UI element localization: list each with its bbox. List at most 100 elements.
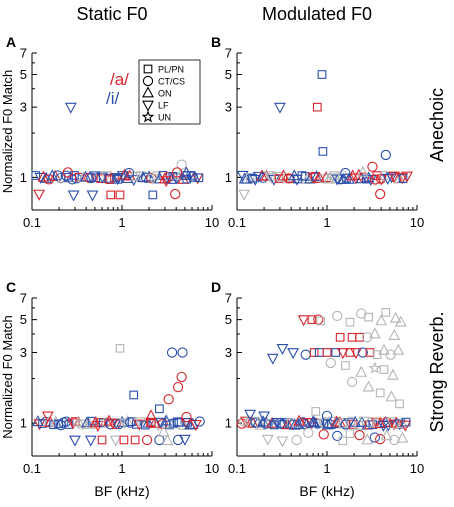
- band-point: [331, 174, 343, 186]
- band-point: [49, 169, 62, 181]
- band-point: [257, 415, 270, 427]
- band-point: [385, 172, 398, 184]
- panel-letter-D: D: [211, 279, 221, 295]
- data-point: [336, 348, 349, 360]
- x-tick-label: 1: [323, 215, 330, 230]
- data-point: [355, 365, 368, 377]
- band-point: [140, 172, 152, 183]
- data-point: [161, 434, 174, 446]
- band-point: [104, 174, 114, 183]
- data-point: [375, 388, 385, 398]
- data-point: [318, 147, 328, 156]
- data-point: [160, 176, 173, 188]
- y-axis-label: Normalized F0 Match: [0, 315, 15, 439]
- data-point: [178, 434, 191, 446]
- y-tick-label: 1: [225, 416, 232, 431]
- data-point: [340, 167, 351, 179]
- data-point: [322, 348, 332, 357]
- data-point: [172, 167, 183, 178]
- data-point: [106, 190, 116, 200]
- legend-label: UN: [158, 113, 171, 123]
- data-point: [318, 429, 329, 440]
- data-point: [368, 361, 382, 374]
- data-point: [69, 435, 81, 447]
- band-point: [134, 417, 147, 429]
- band-point: [70, 171, 79, 180]
- data-point: [300, 349, 311, 360]
- panel-C: C 1 3 5 7 0.1 1 10 Normalized F0 Match BF (kHz): [0, 279, 219, 499]
- y-tick-label: 5: [225, 67, 232, 82]
- x-axis-label: BF (kHz): [94, 483, 149, 499]
- data-point: [86, 190, 99, 202]
- band-point: [342, 173, 351, 183]
- data-point: [321, 410, 333, 422]
- band-point: [335, 174, 346, 185]
- data-point: [297, 315, 310, 327]
- x-tick-label: 0.1: [23, 461, 41, 476]
- band-point: [281, 418, 294, 430]
- data-point: [345, 348, 355, 357]
- band-point: [379, 170, 390, 181]
- data-point: [154, 404, 164, 414]
- data-point: [148, 190, 158, 200]
- data-point: [261, 434, 274, 446]
- data-point: [129, 390, 139, 400]
- band-point: [31, 171, 41, 180]
- data-point: [62, 167, 73, 178]
- band-point: [364, 175, 377, 187]
- column-title-modulated: Modulated F0: [262, 4, 372, 24]
- y-tick-label: 7: [225, 291, 232, 306]
- data-point: [172, 382, 184, 393]
- data-point: [317, 70, 327, 79]
- x-axis-label: BF (kHz): [299, 483, 354, 499]
- data-point: [311, 407, 321, 416]
- panel-letter-C: C: [6, 279, 16, 295]
- data-point: [287, 348, 300, 360]
- data-point: [369, 432, 380, 443]
- data-point: [361, 433, 374, 445]
- band-point: [177, 418, 190, 430]
- band-point: [61, 416, 72, 427]
- band-point: [194, 416, 205, 427]
- band-point: [134, 171, 147, 183]
- band-point: [396, 417, 408, 429]
- band-point: [121, 415, 134, 427]
- data-point: [378, 343, 390, 355]
- data-point: [332, 310, 343, 322]
- data-point: [379, 365, 389, 374]
- data-point: [338, 436, 348, 446]
- legend-box: [138, 59, 201, 125]
- data-point: [172, 434, 184, 446]
- band-point: [110, 418, 121, 430]
- band-point: [170, 173, 183, 185]
- data-point: [368, 327, 381, 339]
- legend-marker-triangle-down: [142, 100, 154, 112]
- band-point: [189, 419, 202, 431]
- data-point: [64, 102, 77, 114]
- data-point: [303, 427, 314, 438]
- y-tick-label: 5: [225, 312, 232, 327]
- legend-marker-triangle-up: [142, 86, 154, 98]
- data-point: [375, 433, 386, 445]
- band-point: [141, 420, 150, 430]
- y-tick-label: 5: [20, 312, 27, 327]
- data-point: [388, 328, 401, 340]
- panel-B: B 1 3 5 7 0.1 1 10: [211, 34, 424, 230]
- data-point: [392, 343, 405, 355]
- panel-letter-B: B: [211, 34, 221, 50]
- x-tick-label: 10: [410, 215, 424, 230]
- y-axis-label: Normalized F0 Match: [0, 70, 15, 194]
- data-point: [314, 348, 324, 357]
- y-tick-label: 3: [20, 100, 27, 115]
- data-point: [33, 189, 46, 201]
- band-point: [327, 416, 340, 428]
- data-point: [181, 411, 192, 423]
- legend-label: ON: [158, 89, 172, 99]
- data-point: [258, 411, 271, 423]
- data-point: [345, 429, 355, 438]
- data-point: [276, 436, 289, 448]
- band-point: [343, 172, 355, 184]
- data-point: [380, 429, 393, 441]
- legend-marker-star: [141, 110, 155, 123]
- data-point: [341, 361, 350, 370]
